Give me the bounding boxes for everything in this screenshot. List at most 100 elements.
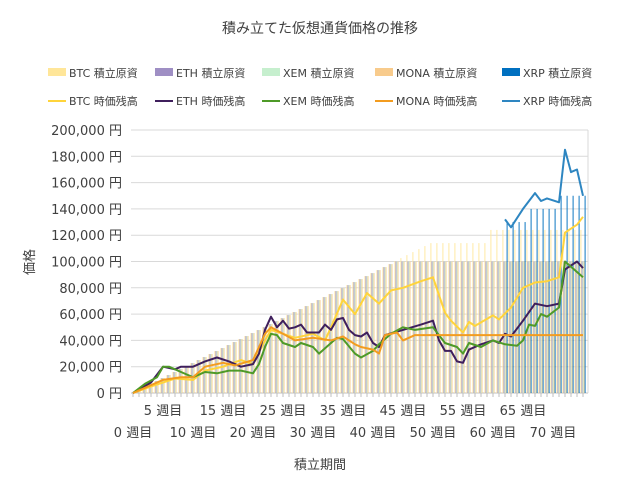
bar-mona-principal	[217, 351, 219, 393]
bar-btc-principal	[166, 375, 168, 393]
bar-xem-principal	[168, 375, 170, 393]
bar-eth-principal	[485, 261, 487, 393]
bar-btc-principal	[268, 324, 270, 393]
bar-mona-principal	[325, 297, 327, 393]
bar-mona-principal	[145, 387, 147, 393]
bar-mona-principal	[475, 261, 477, 393]
y-tick-label: 20,000 円	[59, 361, 122, 376]
bar-xem-principal	[390, 264, 392, 393]
bar-mona-principal	[511, 261, 513, 393]
bar-btc-principal	[466, 243, 468, 393]
bar-btc-principal	[574, 229, 576, 393]
bar-mona-principal	[319, 300, 321, 393]
bar-eth-principal	[551, 261, 553, 393]
bar-btc-principal	[178, 369, 180, 393]
bar-xrp-principal	[536, 208, 538, 393]
bar-eth-principal	[395, 261, 397, 393]
bar-mona-principal	[157, 381, 159, 393]
bar-btc-principal	[418, 249, 420, 393]
bar-eth-principal	[317, 300, 319, 393]
bar-eth-principal	[203, 357, 205, 393]
bar-eth-principal	[371, 273, 373, 393]
bar-xrp-principal	[542, 208, 544, 393]
bar-xem-principal	[282, 318, 284, 393]
bar-btc-principal	[580, 229, 582, 393]
y-tick-label: 200,000 円	[51, 124, 122, 139]
bar-xem-principal	[444, 261, 446, 393]
bar-xem-principal	[270, 324, 272, 393]
bar-xem-principal	[216, 351, 218, 393]
bar-btc-principal	[292, 312, 294, 393]
bar-eth-principal	[581, 261, 583, 393]
bar-mona-principal	[397, 261, 399, 393]
bar-btc-principal	[472, 243, 474, 393]
bar-btc-principal	[562, 229, 564, 393]
bar-mona-principal	[169, 375, 171, 393]
bar-eth-principal	[455, 261, 457, 393]
bar-mona-principal	[439, 261, 441, 393]
bar-btc-principal	[436, 243, 438, 393]
bar-mona-principal	[487, 261, 489, 393]
bar-eth-principal	[221, 348, 223, 393]
bar-eth-principal	[509, 261, 511, 393]
bar-btc-principal	[202, 357, 204, 393]
y-tick-label: 60,000 円	[59, 308, 122, 323]
bar-xem-principal	[264, 327, 266, 393]
bar-xem-principal	[582, 261, 584, 393]
bar-eth-principal	[503, 261, 505, 393]
x-tick-label: 50 週目	[410, 426, 457, 441]
bar-eth-principal	[563, 261, 565, 393]
bar-mona-principal	[289, 315, 291, 393]
bar-xem-principal	[144, 387, 146, 393]
bar-eth-principal	[545, 261, 547, 393]
bar-xem-principal	[336, 291, 338, 393]
bar-btc-principal	[544, 229, 546, 393]
bar-mona-principal	[577, 261, 579, 393]
bar-eth-principal	[311, 303, 313, 393]
bar-mona-principal	[151, 384, 153, 393]
x-tick-label: 65 週目	[500, 404, 547, 419]
bar-xem-principal	[348, 285, 350, 393]
bar-btc-principal	[280, 318, 282, 393]
bar-eth-principal	[161, 378, 163, 393]
bar-mona-principal	[199, 360, 201, 393]
bar-mona-principal	[415, 261, 417, 393]
bar-btc-principal	[490, 229, 492, 393]
bar-xem-principal	[450, 261, 452, 393]
bar-eth-principal	[419, 261, 421, 393]
bar-mona-principal	[499, 261, 501, 393]
legend-label: XEM 積立原資	[283, 66, 354, 80]
bar-mona-principal	[163, 378, 165, 393]
bar-xem-principal	[510, 261, 512, 393]
bar-mona-principal	[175, 372, 177, 393]
x-tick-label: 55 週目	[440, 404, 487, 419]
legend-swatch	[502, 68, 520, 76]
bar-btc-principal	[556, 229, 558, 393]
bar-mona-principal	[205, 357, 207, 393]
bar-mona-principal	[571, 261, 573, 393]
bar-eth-principal	[515, 261, 517, 393]
legend-swatch	[375, 68, 393, 76]
legend-label: ETH 積立原資	[176, 66, 245, 80]
bar-eth-principal	[215, 351, 217, 393]
line-xem-value	[132, 260, 584, 394]
legend-label: ETH 時価残高	[176, 94, 245, 108]
x-tick-label: 15 週目	[200, 404, 247, 419]
bar-eth-principal	[443, 261, 445, 393]
x-tick-label: 25 週目	[260, 404, 307, 419]
bar-xem-principal	[150, 384, 152, 393]
y-tick-label: 120,000 円	[51, 229, 122, 244]
bar-btc-principal	[370, 273, 372, 393]
bar-mona-principal	[559, 261, 561, 393]
bar-btc-principal	[208, 354, 210, 393]
bar-btc-principal	[244, 336, 246, 393]
bar-mona-principal	[271, 324, 273, 393]
y-tick-label: 40,000 円	[59, 334, 122, 349]
bar-xrp-principal	[578, 195, 580, 393]
bar-btc-principal	[538, 229, 540, 393]
bar-mona-principal	[469, 261, 471, 393]
bar-btc-principal	[310, 303, 312, 393]
bar-eth-principal	[341, 288, 343, 393]
bar-eth-principal	[155, 381, 157, 393]
